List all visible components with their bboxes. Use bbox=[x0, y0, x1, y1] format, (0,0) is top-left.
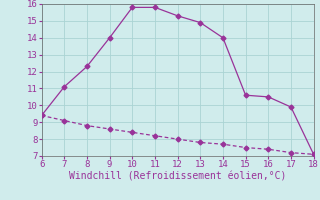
X-axis label: Windchill (Refroidissement éolien,°C): Windchill (Refroidissement éolien,°C) bbox=[69, 172, 286, 182]
